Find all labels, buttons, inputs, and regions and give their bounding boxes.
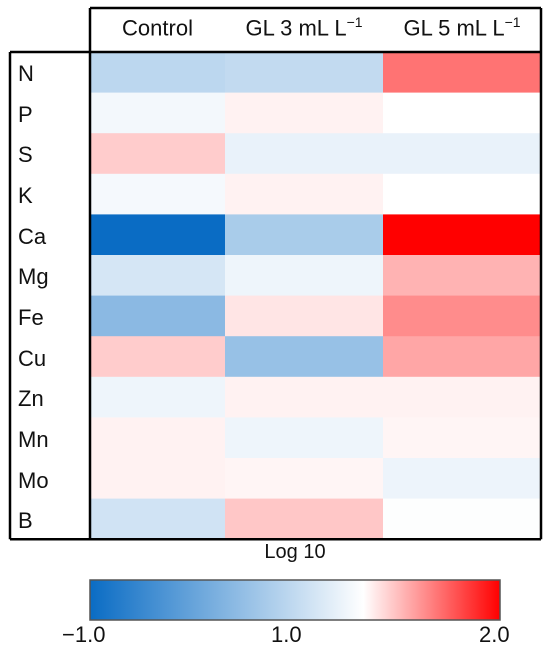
- heatmap-cell-mo-2: [383, 458, 541, 500]
- heatmap-cell-s-1: [225, 133, 383, 175]
- heatmap-cell-k-1: [225, 173, 383, 215]
- heatmap-cell-s-0: [90, 133, 225, 175]
- heatmap-cell-n-0: [90, 52, 225, 94]
- heatmap-cell-n-1: [225, 52, 383, 94]
- column-header-gl5: GL 5 mL L−1: [403, 14, 521, 41]
- row-label-mg: Mg: [18, 264, 49, 289]
- heatmap-cell-fe-2: [383, 295, 541, 337]
- heatmap-cell-mo-0: [90, 458, 225, 500]
- row-label-zn: Zn: [18, 386, 44, 411]
- heatmap-cell-mn-0: [90, 417, 225, 459]
- heatmap-cell-zn-0: [90, 376, 225, 418]
- heatmap-cell-fe-1: [225, 295, 383, 337]
- heatmap-cell-cu-1: [225, 336, 383, 378]
- heatmap-cell-zn-2: [383, 376, 541, 418]
- heatmap-cell-p-1: [225, 92, 383, 134]
- colorbar-title: Log 10: [264, 541, 326, 563]
- row-label-b: B: [18, 508, 33, 533]
- colorbar-tick-max: 2.0: [479, 622, 510, 647]
- heatmap-cell-ca-2: [383, 214, 541, 256]
- column-header-gl3: GL 3 mL L−1: [245, 14, 363, 41]
- row-label-mn: Mn: [18, 427, 49, 452]
- row-label-p: P: [18, 102, 33, 127]
- colorbar-tick-mid: 1.0: [271, 622, 302, 647]
- heatmap-cell-fe-0: [90, 295, 225, 337]
- column-header-control: Control: [122, 15, 193, 41]
- heatmap-cell-s-2: [383, 133, 541, 175]
- heatmap-cell-mo-1: [225, 458, 383, 500]
- heatmap-cell-k-0: [90, 173, 225, 215]
- heatmap-cell-cu-0: [90, 336, 225, 378]
- heatmap-cell-b-0: [90, 498, 225, 540]
- row-label-fe: Fe: [18, 305, 44, 330]
- heatmap-cell-zn-1: [225, 376, 383, 418]
- heatmap-cell-b-1: [225, 498, 383, 540]
- row-label-mo: Mo: [18, 468, 49, 493]
- heatmap-cell-p-0: [90, 92, 225, 134]
- heatmap-cell-mn-1: [225, 417, 383, 459]
- row-label-k: K: [18, 183, 33, 208]
- heatmap-cell-b-2: [383, 498, 541, 540]
- colorbar-gradient: [89, 579, 501, 621]
- heatmap-cell-mn-2: [383, 417, 541, 459]
- heatmap-cell-k-2: [383, 173, 541, 215]
- heatmap-cell-mg-0: [90, 255, 225, 297]
- heatmap-cell-ca-0: [90, 214, 225, 256]
- heatmap-cell-ca-1: [225, 214, 383, 256]
- heatmap-cell-cu-2: [383, 336, 541, 378]
- colorbar-tick-min: −1.0: [62, 622, 106, 647]
- row-label-s: S: [18, 142, 33, 167]
- row-label-n: N: [18, 61, 34, 86]
- row-label-cu: Cu: [18, 346, 47, 371]
- row-label-ca: Ca: [18, 224, 47, 249]
- heatmap-cell-mg-1: [225, 255, 383, 297]
- heatmap-cell-mg-2: [383, 255, 541, 297]
- heatmap-cell-p-2: [383, 92, 541, 134]
- heatmap-cell-n-2: [383, 52, 541, 94]
